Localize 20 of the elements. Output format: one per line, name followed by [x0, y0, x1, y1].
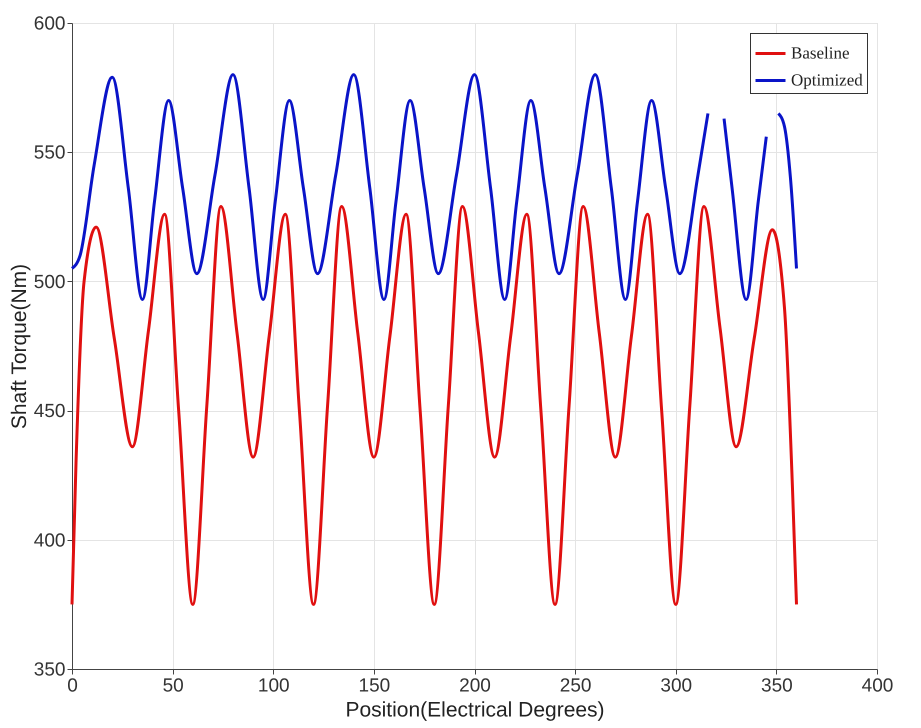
x-tick-label: 50 — [162, 676, 184, 696]
y-axis-title: Shaft Torque(Nm) — [8, 264, 31, 430]
y-tick-label: 350 — [34, 660, 66, 680]
x-tick-label: 0 — [67, 676, 78, 696]
y-tick-label: 550 — [34, 142, 66, 164]
x-tick-label: 300 — [660, 676, 692, 696]
x-tick-label: 350 — [761, 676, 793, 696]
y-tick-label: 500 — [34, 272, 66, 293]
x-tick-label: 150 — [358, 676, 390, 696]
y-tick-label: 400 — [34, 530, 66, 552]
line-series — [70, 204, 798, 606]
legend-label: Optimized — [791, 70, 864, 90]
x-tick-label: 250 — [560, 676, 592, 696]
x-axis-title: Position(Electrical Degrees) — [345, 698, 605, 722]
x-tick-label: 200 — [459, 676, 491, 696]
y-tick-label: 450 — [34, 401, 66, 422]
x-tick-label: 400 — [862, 676, 894, 696]
legend-label: Baseline — [791, 44, 850, 62]
y-tick-label: 600 — [34, 14, 66, 34]
x-tick-label: 100 — [258, 676, 290, 696]
